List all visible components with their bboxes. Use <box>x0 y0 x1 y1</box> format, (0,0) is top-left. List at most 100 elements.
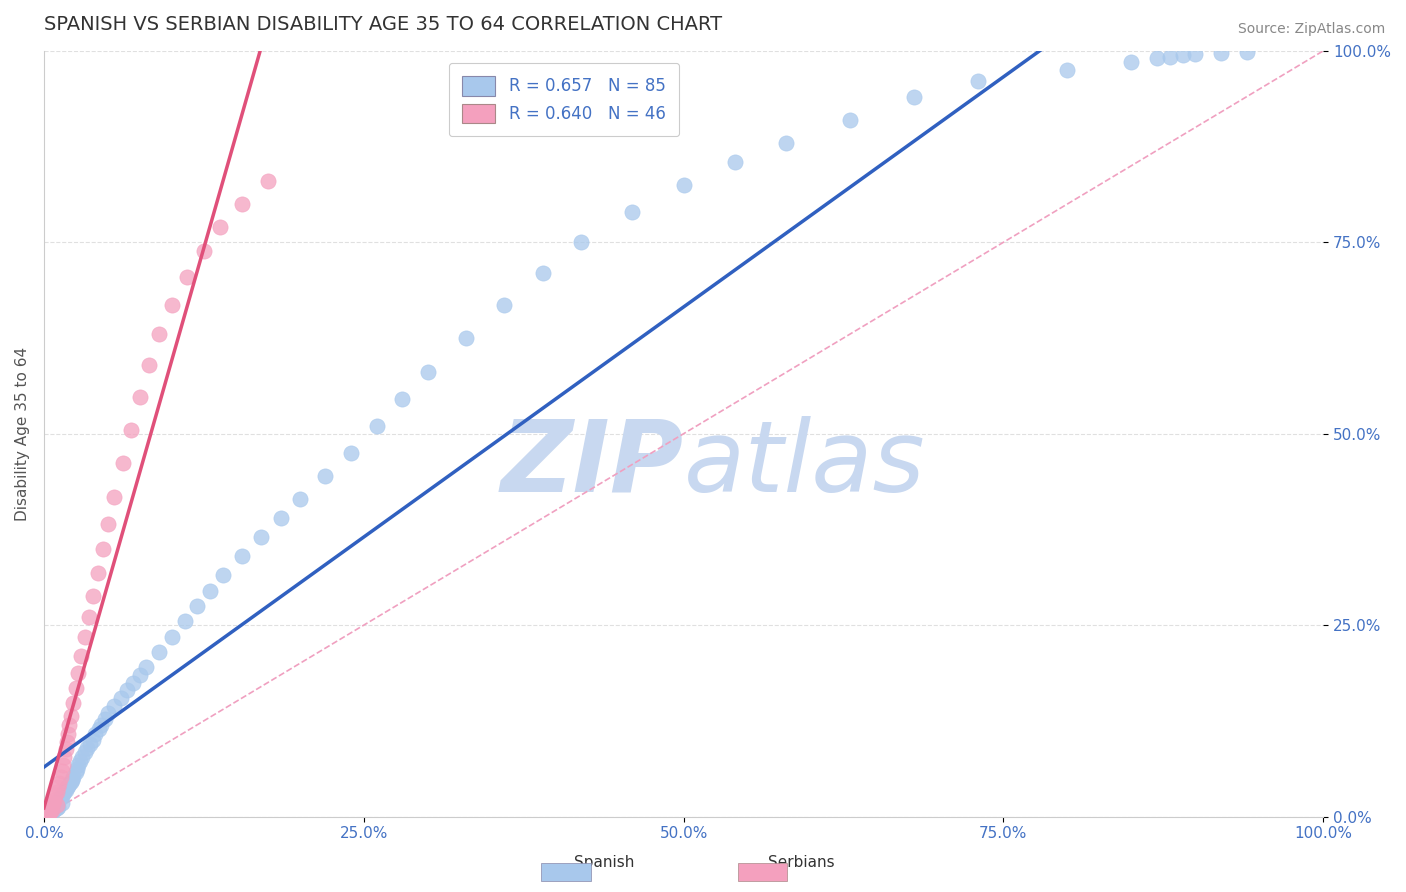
Point <box>52 787 75 801</box>
Point <box>112 456 135 470</box>
Point <box>58 777 80 791</box>
Point <box>52 757 75 772</box>
Point <box>84 727 107 741</box>
Point <box>672 178 695 192</box>
Point <box>67 757 90 772</box>
Point <box>256 174 278 188</box>
Point <box>87 722 110 736</box>
Point <box>82 589 104 603</box>
Point <box>58 779 80 793</box>
Point <box>49 770 72 784</box>
Point <box>231 197 253 211</box>
Point <box>160 298 183 312</box>
Point <box>724 154 747 169</box>
Point <box>59 708 82 723</box>
Point <box>39 802 62 816</box>
Point <box>173 615 195 629</box>
Point <box>37 807 59 822</box>
Point <box>42 793 65 807</box>
Point <box>66 762 89 776</box>
Point <box>72 750 94 764</box>
Point <box>569 235 592 250</box>
Point <box>42 798 65 813</box>
Point <box>314 468 336 483</box>
Point <box>903 89 925 103</box>
Point <box>120 423 142 437</box>
Point <box>494 298 516 312</box>
Point <box>45 801 67 815</box>
Point <box>97 517 120 532</box>
Point <box>56 734 79 748</box>
Point <box>42 796 65 810</box>
Point <box>45 798 67 813</box>
Point <box>49 790 72 805</box>
Point <box>160 630 183 644</box>
Point <box>135 660 157 674</box>
Point <box>103 698 125 713</box>
Point <box>838 112 860 127</box>
Point <box>77 610 100 624</box>
Point <box>90 717 112 731</box>
Text: Spanish: Spanish <box>575 855 634 870</box>
Point <box>58 717 80 731</box>
Point <box>775 136 797 150</box>
Point <box>231 549 253 564</box>
Point <box>41 798 63 813</box>
Point <box>200 583 222 598</box>
Point <box>35 805 58 820</box>
Point <box>60 772 83 787</box>
Point <box>86 566 108 580</box>
Point <box>128 668 150 682</box>
Point <box>531 266 554 280</box>
Point <box>45 796 67 810</box>
Point <box>44 802 66 816</box>
Point <box>1171 48 1194 62</box>
Point <box>51 764 73 778</box>
Point <box>48 793 70 807</box>
Point <box>58 727 80 741</box>
Point <box>621 204 644 219</box>
Point <box>1209 46 1232 61</box>
Point <box>966 74 988 88</box>
Point <box>250 530 273 544</box>
Point <box>148 327 170 342</box>
Point <box>62 696 84 710</box>
Point <box>53 750 76 764</box>
Point <box>73 744 96 758</box>
Point <box>37 804 59 818</box>
Point <box>186 599 208 613</box>
Point <box>45 785 67 799</box>
Point <box>42 803 65 817</box>
Point <box>65 765 87 780</box>
Point <box>128 390 150 404</box>
Text: atlas: atlas <box>683 416 925 513</box>
Text: SPANISH VS SERBIAN DISABILITY AGE 35 TO 64 CORRELATION CHART: SPANISH VS SERBIAN DISABILITY AGE 35 TO … <box>44 15 723 34</box>
Point <box>44 797 66 812</box>
Point <box>288 491 311 506</box>
Point <box>51 796 73 810</box>
Point <box>41 804 63 818</box>
Point <box>46 794 69 808</box>
Point <box>46 800 69 814</box>
Text: Serbians: Serbians <box>768 855 835 870</box>
Point <box>41 800 63 814</box>
Point <box>56 780 79 795</box>
Point <box>79 737 101 751</box>
Point <box>270 511 292 525</box>
Point <box>340 446 363 460</box>
Point <box>39 802 62 816</box>
Point <box>73 630 96 644</box>
Point <box>1236 45 1258 60</box>
Point <box>44 788 66 802</box>
Point <box>65 681 87 695</box>
Legend: R = 0.657   N = 85, R = 0.640   N = 46: R = 0.657 N = 85, R = 0.640 N = 46 <box>449 63 679 136</box>
Point <box>38 806 60 821</box>
Point <box>76 740 98 755</box>
Y-axis label: Disability Age 35 to 64: Disability Age 35 to 64 <box>15 347 30 521</box>
Point <box>62 770 84 784</box>
Point <box>38 804 60 818</box>
Point <box>39 805 62 819</box>
Point <box>209 219 232 234</box>
Point <box>39 805 62 819</box>
Point <box>91 541 114 556</box>
